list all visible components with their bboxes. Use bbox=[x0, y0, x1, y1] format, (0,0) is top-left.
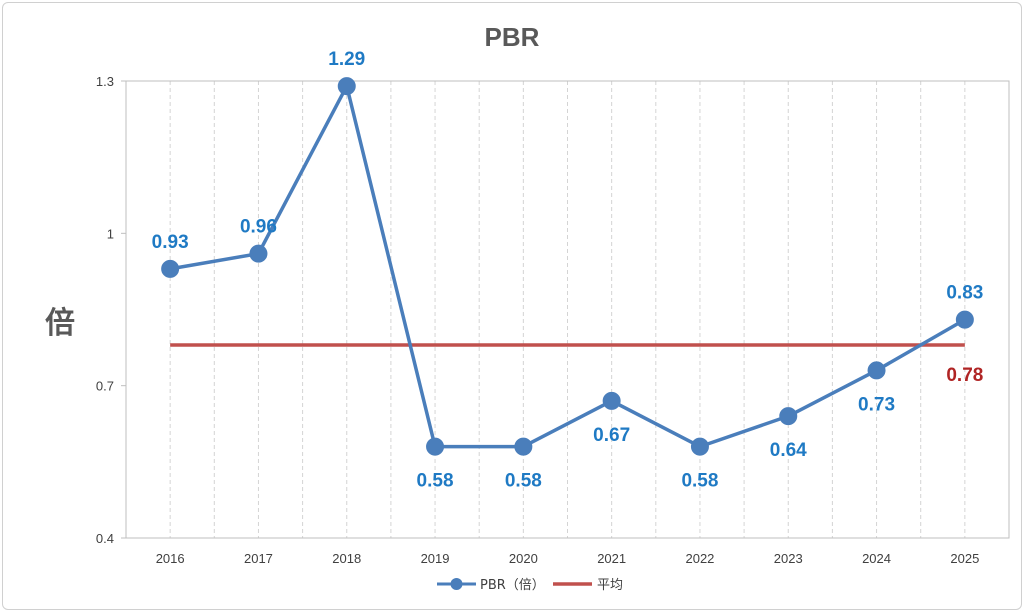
pbr-point bbox=[249, 244, 268, 263]
x-tick-label: 2016 bbox=[156, 551, 185, 566]
x-tick-label: 2019 bbox=[421, 551, 450, 566]
pbr-data-label: 0.58 bbox=[505, 471, 542, 492]
pbr-point bbox=[337, 77, 356, 96]
pbr-data-label: 0.67 bbox=[593, 425, 630, 446]
y-tick-label: 1.3 bbox=[96, 74, 114, 89]
legend-pbr-label: PBR（倍） bbox=[480, 578, 545, 593]
y-axis-label: 倍 bbox=[45, 306, 75, 341]
pbr-point bbox=[690, 437, 709, 456]
average-data-label: 0.78 bbox=[946, 365, 983, 386]
y-tick-label: 0.4 bbox=[96, 531, 114, 546]
x-tick-label: 2024 bbox=[862, 551, 891, 566]
y-tick-label: 1 bbox=[107, 226, 114, 241]
legend-average-label: 平均 bbox=[597, 578, 623, 593]
x-tick-label: 2025 bbox=[950, 551, 979, 566]
x-tick-label: 2023 bbox=[774, 551, 803, 566]
pbr-point bbox=[514, 437, 533, 456]
pbr-series bbox=[161, 77, 974, 456]
pbr-data-label: 1.29 bbox=[328, 49, 365, 70]
plot-area-border bbox=[125, 80, 1010, 539]
grid-lines bbox=[169, 81, 966, 538]
chart-title: PBR bbox=[485, 22, 540, 52]
x-tick-label: 2018 bbox=[332, 551, 361, 566]
data-labels: 0.78 0.93 0.96 1.29 0.58 0.58 0.67 0.58 0.64 0.73… bbox=[152, 49, 984, 492]
legend: PBR（倍） 平均 bbox=[437, 578, 623, 593]
pbr-point bbox=[161, 259, 180, 278]
pbr-data-label: 0.93 bbox=[152, 232, 189, 253]
pbr-point bbox=[867, 361, 886, 380]
x-tick-label: 2022 bbox=[685, 551, 714, 566]
x-tick-label: 2017 bbox=[244, 551, 273, 566]
pbr-data-label: 0.73 bbox=[858, 394, 895, 415]
pbr-data-label: 0.83 bbox=[946, 283, 983, 304]
legend-pbr-marker bbox=[450, 578, 463, 590]
pbr-data-label: 0.58 bbox=[417, 471, 454, 492]
pbr-data-label: 0.96 bbox=[240, 217, 277, 238]
y-tick-label: 0.7 bbox=[96, 379, 114, 394]
pbr-point bbox=[955, 310, 974, 329]
x-tick-label: 2021 bbox=[597, 551, 626, 566]
pbr-data-label: 0.58 bbox=[681, 471, 718, 492]
pbr-line bbox=[169, 84, 966, 449]
axes: 0.4 0.7 1 1.3 2016 2017 2018 2019 2020 2021 2022 20… bbox=[96, 74, 1010, 566]
pbr-point bbox=[779, 407, 798, 426]
pbr-point bbox=[602, 391, 621, 410]
x-tick-label: 2020 bbox=[509, 551, 538, 566]
pbr-data-label: 0.64 bbox=[770, 440, 807, 461]
pbr-point bbox=[426, 437, 445, 456]
